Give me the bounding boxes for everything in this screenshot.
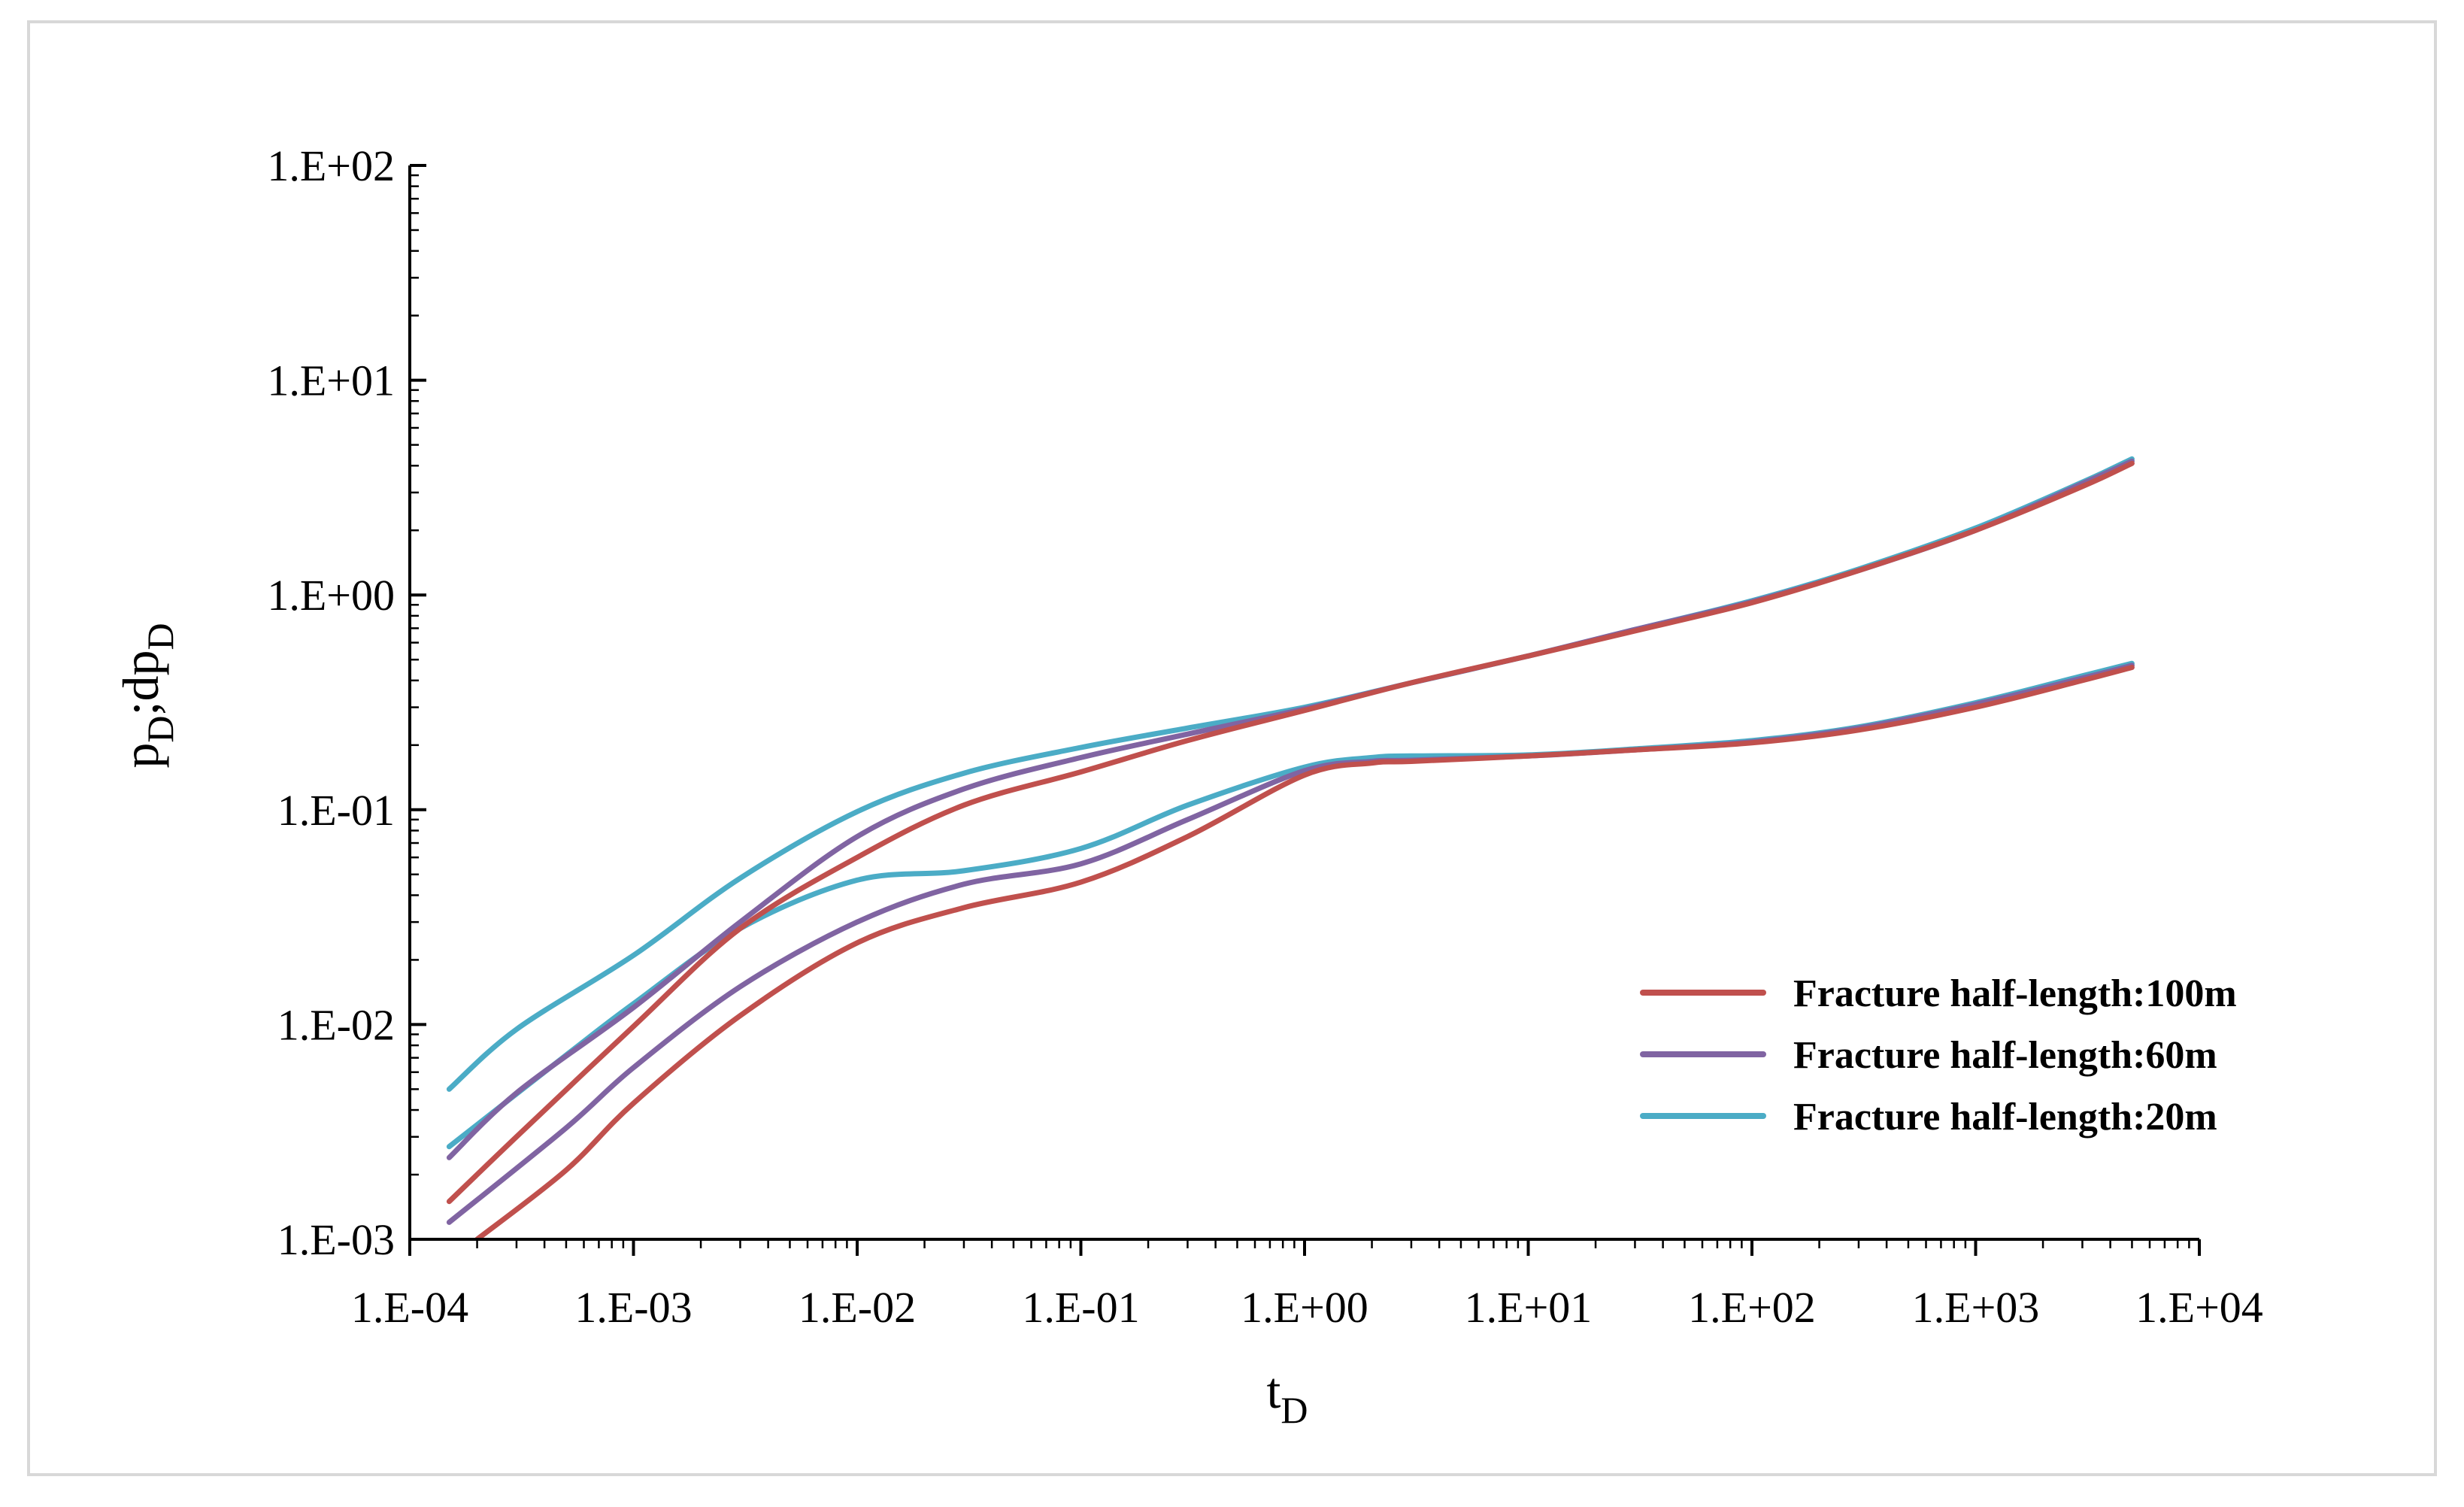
y-tick-label: 1.E+02 xyxy=(267,141,395,190)
y-axis-title-sep: ;dp xyxy=(112,650,169,716)
x-tick-label: 1.E-01 xyxy=(1022,1283,1139,1332)
legend-label-1: Fracture half-length:60m xyxy=(1793,1034,2217,1077)
y-tick-label: 1.E-02 xyxy=(277,1000,395,1049)
x-tick-label: 1.E-04 xyxy=(351,1283,468,1332)
y-axis-title-p-sub: D xyxy=(139,715,181,742)
x-tick-label: 1.E+04 xyxy=(2135,1283,2263,1332)
axes-layer: 1.E-04 1.E-03 1.E-02 1.E-01 1.E+00 1.E+01 1.E+… xyxy=(267,141,2262,1332)
x-axis-title: tD xyxy=(1266,1362,1308,1431)
x-tick-label: 1.E+03 xyxy=(1912,1283,2040,1332)
legend-label-2: Fracture half-length:20m xyxy=(1793,1096,2217,1139)
x-tick-label: 1.E-03 xyxy=(574,1283,692,1332)
y-tick-label: 1.E+00 xyxy=(267,571,395,620)
legend: Fracture half-length:100m Fracture half-l… xyxy=(1640,972,2237,1139)
x-tick-label: 1.E-02 xyxy=(799,1283,916,1332)
chart-frame xyxy=(27,20,2437,1476)
series-0-pressure-line xyxy=(446,460,2135,1205)
curves-layer xyxy=(446,456,2135,1239)
y-axis-title-dp-sub: D xyxy=(139,623,181,650)
legend-label-0: Fracture half-length:100m xyxy=(1793,972,2237,1015)
y-tick-label: 1.E-01 xyxy=(277,786,395,835)
y-tick-label: 1.E+01 xyxy=(267,356,395,405)
y-axis-title-p: p xyxy=(112,743,169,769)
y-axis-title: pD;dpD xyxy=(112,623,181,768)
series-0-derivative-line xyxy=(474,665,2135,1239)
y-tick-label: 1.E-03 xyxy=(277,1215,395,1264)
x-tick-label: 1.E+00 xyxy=(1241,1283,1368,1332)
series-1-derivative-line xyxy=(446,663,2135,1225)
x-tick-label: 1.E+01 xyxy=(1465,1283,1593,1332)
x-tick-label: 1.E+02 xyxy=(1688,1283,1816,1332)
